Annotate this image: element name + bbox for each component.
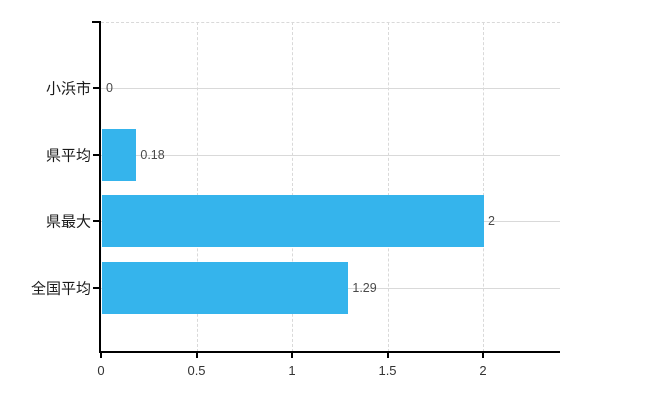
bar	[102, 195, 484, 248]
x-axis-tick	[386, 352, 389, 358]
category-label: 全国平均	[30, 280, 91, 298]
bar	[102, 128, 136, 181]
value-label: 0	[106, 81, 113, 95]
plot-top-gridline	[101, 22, 560, 23]
x-axis-tick	[100, 352, 102, 358]
x-gridline	[196, 22, 198, 352]
x-tick-label: 1.5	[378, 363, 397, 378]
y-axis-top-tick	[92, 21, 100, 23]
y-gridline	[101, 88, 560, 89]
x-gridline	[483, 22, 484, 352]
y-axis-line	[99, 21, 101, 353]
y-gridline	[101, 154, 560, 156]
category-label: 県平均	[45, 147, 91, 165]
y-axis-tick	[93, 153, 101, 156]
y-axis-tick	[93, 87, 101, 89]
y-axis-tick	[93, 220, 101, 223]
x-tick-label: 0	[97, 363, 105, 378]
x-axis-tick	[195, 352, 198, 358]
value-label: 2	[488, 214, 495, 229]
category-label: 県最大	[45, 213, 91, 231]
value-label: 0.18	[140, 147, 165, 162]
x-axis-tick	[291, 352, 293, 358]
y-axis-tick	[93, 287, 101, 289]
x-axis-tick	[482, 352, 484, 358]
bar	[102, 262, 348, 314]
x-gridline	[292, 22, 293, 352]
x-tick-label: 1	[288, 363, 296, 378]
x-gridline	[387, 22, 389, 352]
x-axis-line	[99, 351, 560, 353]
x-tick-label: 0.5	[187, 363, 206, 378]
value-label: 1.29	[352, 281, 377, 295]
x-tick-label: 2	[479, 363, 487, 378]
category-label: 小浜市	[45, 80, 91, 98]
